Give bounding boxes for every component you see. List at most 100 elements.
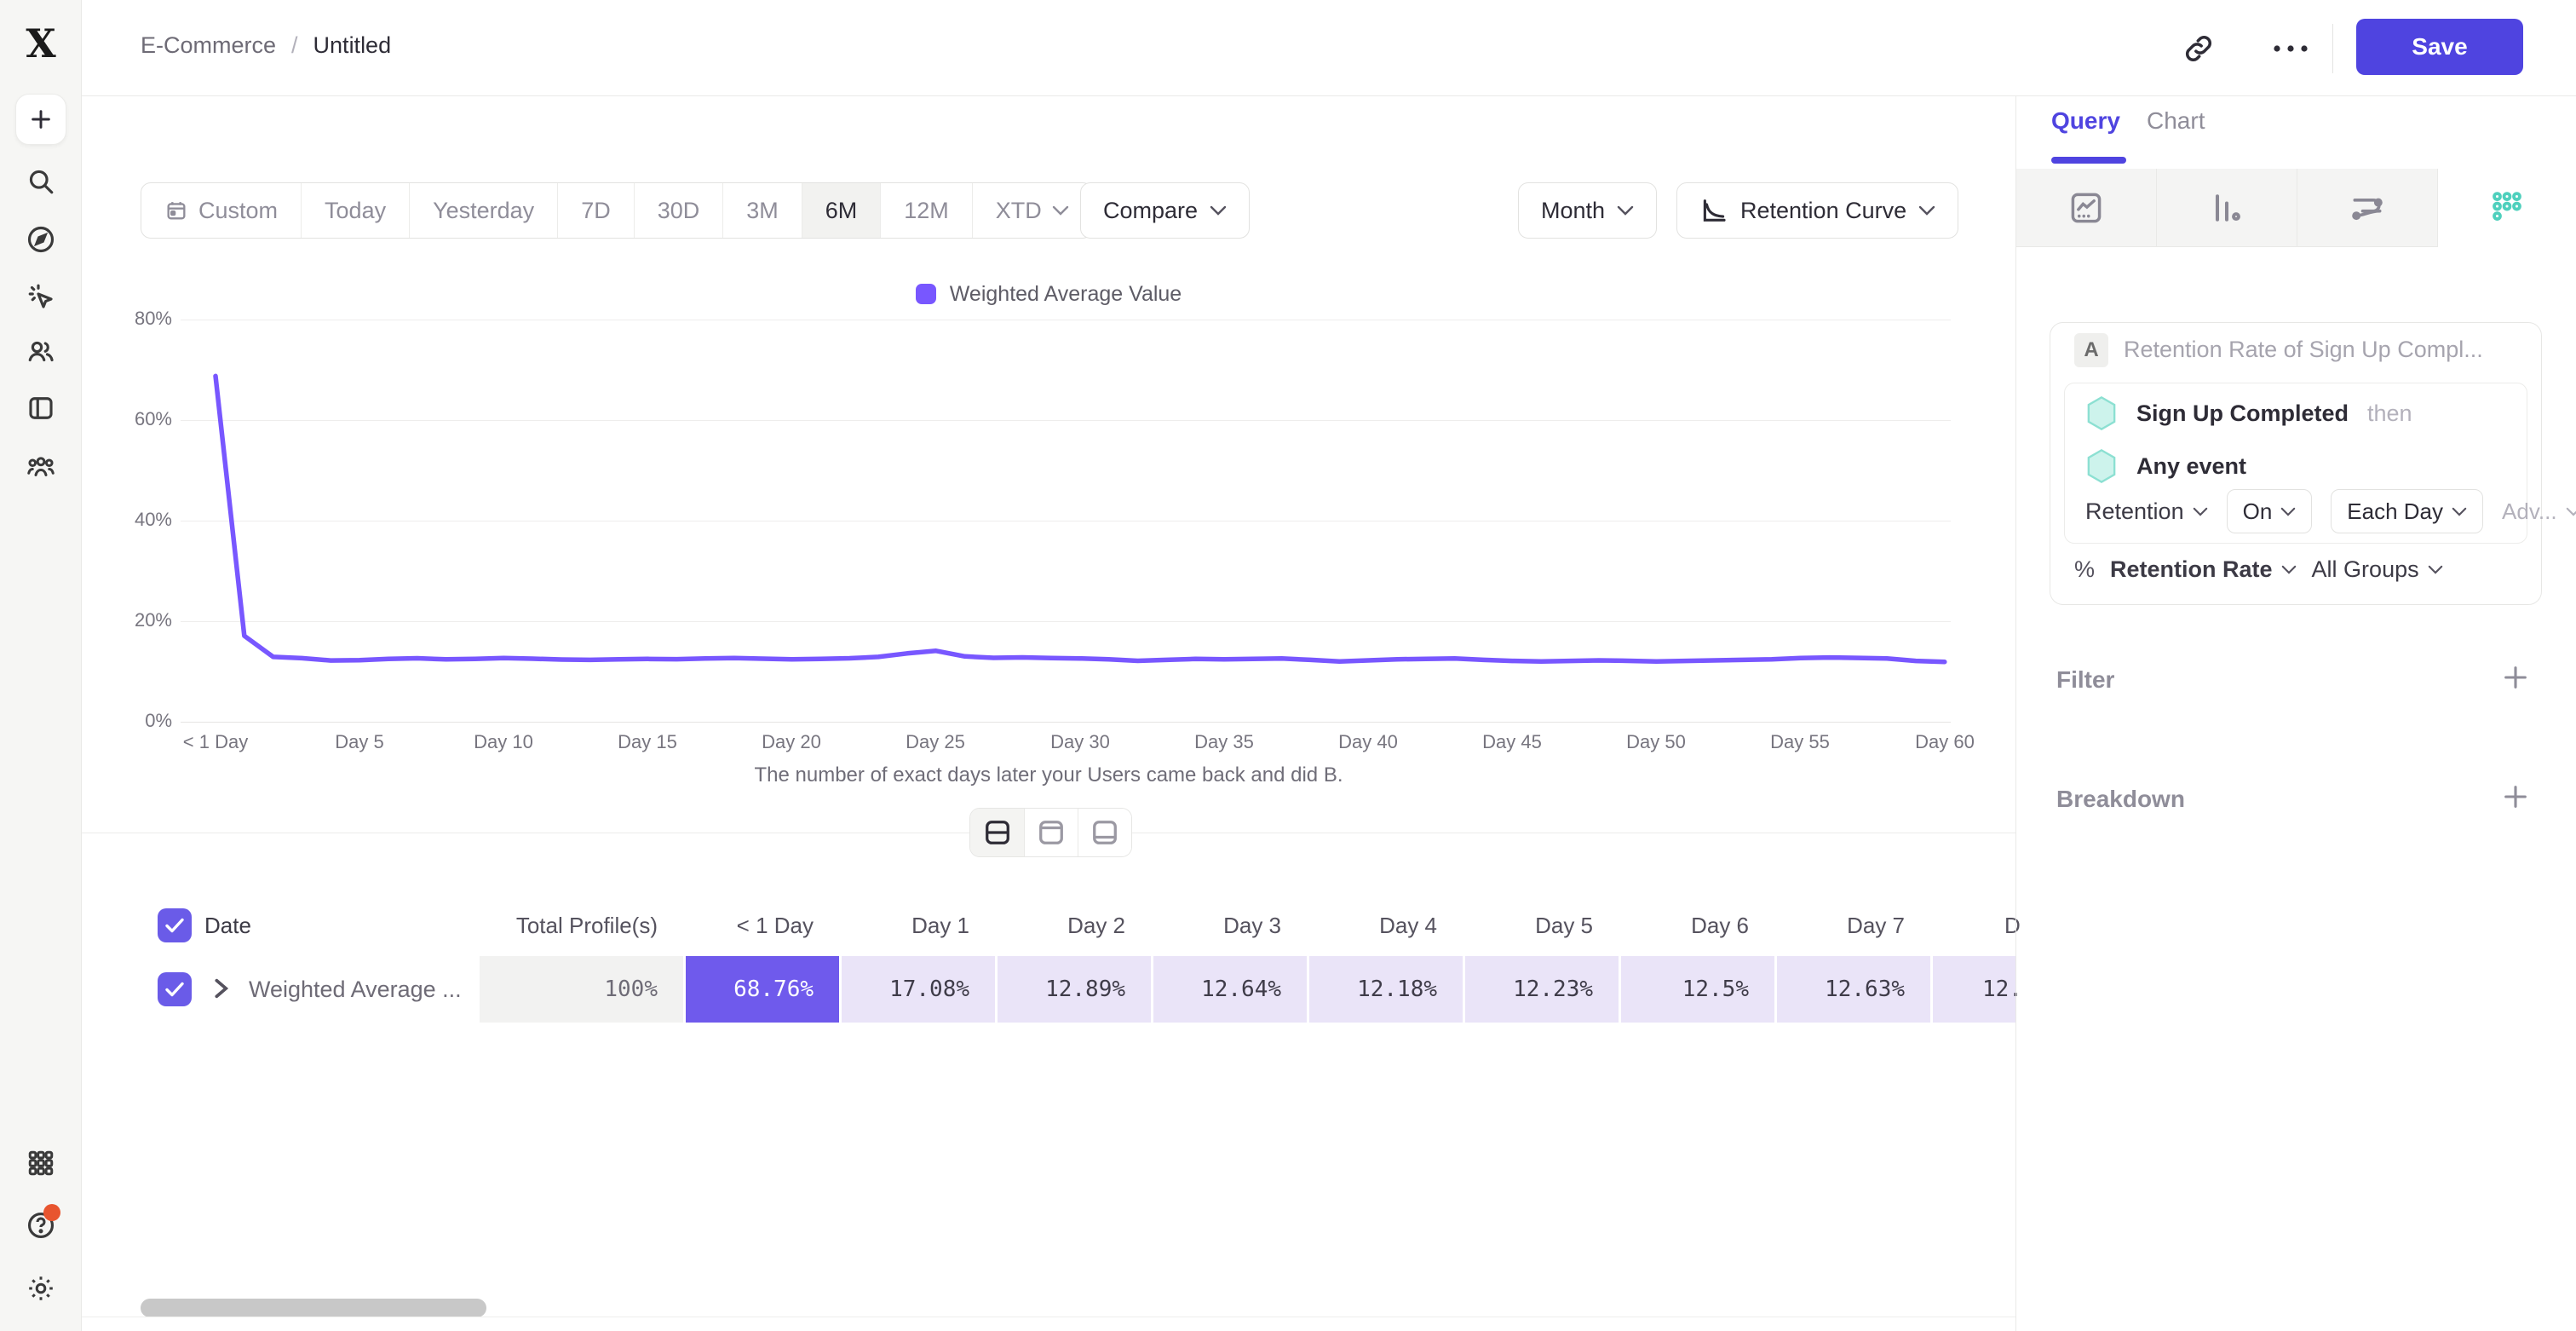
- more-options-icon[interactable]: [2271, 41, 2310, 56]
- cell-day3[interactable]: 12.64%: [1153, 956, 1307, 1023]
- second-event-row[interactable]: Any event: [2085, 448, 2246, 484]
- advanced-dropdown[interactable]: Adv...: [2502, 498, 2576, 525]
- cell-lt1day[interactable]: 68.76%: [686, 956, 839, 1023]
- retention-curve-icon: [1703, 199, 1726, 222]
- row-series-name[interactable]: Weighted Average ...: [249, 977, 462, 1002]
- range-custom-label: Custom: [198, 197, 279, 223]
- x-tick: Day 60: [1915, 731, 1975, 752]
- cell-day8-clipped[interactable]: 12.: [1933, 956, 2022, 1023]
- event-hexagon-icon: [2087, 395, 2116, 431]
- tab-chart[interactable]: Chart: [2147, 107, 2205, 134]
- group-icon[interactable]: [26, 451, 56, 481]
- groups-dropdown[interactable]: All Groups: [2312, 556, 2443, 583]
- app-logo[interactable]: X: [19, 22, 63, 66]
- plus-icon: [2504, 786, 2527, 808]
- copy-link-icon[interactable]: [2181, 31, 2217, 66]
- horizontal-scrollbar-thumb[interactable]: [141, 1299, 486, 1317]
- select-all-checkbox[interactable]: [158, 908, 192, 942]
- event-hexagon-icon: [2087, 448, 2116, 484]
- col-header-day2[interactable]: Day 2: [1067, 913, 1125, 938]
- range-xtd[interactable]: XTD: [971, 183, 1092, 238]
- bucket-dropdown[interactable]: Each Day: [2331, 489, 2484, 533]
- breadcrumb-project[interactable]: E-Commerce: [141, 32, 277, 58]
- cell-day5[interactable]: 12.23%: [1465, 956, 1619, 1023]
- save-button[interactable]: Save: [2356, 19, 2523, 75]
- chevron-down-icon: [2566, 507, 2576, 516]
- create-new-button[interactable]: [15, 94, 66, 145]
- compare-dropdown[interactable]: Compare: [1080, 182, 1251, 239]
- view-table-only-button[interactable]: [1078, 809, 1131, 856]
- help-icon[interactable]: [25, 1204, 60, 1242]
- range-yesterday[interactable]: Yesterday: [409, 183, 557, 238]
- apps-grid-icon[interactable]: [26, 1148, 56, 1178]
- col-header-day4[interactable]: Day 4: [1379, 913, 1437, 938]
- range-7d[interactable]: 7D: [557, 183, 634, 238]
- row-checkbox[interactable]: [158, 972, 192, 1006]
- cell-day2[interactable]: 12.89%: [998, 956, 1151, 1023]
- row-expand-chevron[interactable]: [211, 977, 230, 1000]
- date-range-control: Custom Today Yesterday 7D 30D 3M 6M 12M …: [141, 182, 1093, 239]
- col-header-date[interactable]: Date: [204, 913, 251, 938]
- retention-line-chart[interactable]: [181, 307, 1961, 733]
- cell-day4[interactable]: 12.18%: [1309, 956, 1463, 1023]
- granularity-dropdown[interactable]: Month: [1518, 182, 1658, 239]
- col-header-total[interactable]: Total Profile(s): [515, 913, 658, 938]
- users-icon[interactable]: [26, 336, 56, 366]
- cell-day6[interactable]: 12.5%: [1621, 956, 1774, 1023]
- col-header-day8-clipped[interactable]: D: [2004, 913, 2021, 938]
- measure-dropdown[interactable]: Retention Rate: [2110, 556, 2297, 583]
- tab-query[interactable]: Query: [2051, 107, 2120, 134]
- chevron-down-icon: [2452, 507, 2467, 516]
- col-header-day7[interactable]: Day 7: [1847, 913, 1905, 938]
- retention-type-dropdown[interactable]: Retention: [2085, 498, 2208, 525]
- x-tick: Day 55: [1770, 731, 1830, 752]
- x-tick: Day 45: [1482, 731, 1542, 752]
- col-header-day1[interactable]: Day 1: [911, 913, 969, 938]
- col-header-day5[interactable]: Day 5: [1535, 913, 1593, 938]
- settings-gear-icon[interactable]: [26, 1273, 56, 1304]
- cell-day1[interactable]: 17.08%: [842, 956, 995, 1023]
- event-selection-card: Sign Up Completed then Any event Retenti…: [2064, 383, 2576, 544]
- range-today[interactable]: Today: [301, 183, 409, 238]
- range-custom[interactable]: Custom: [141, 183, 301, 238]
- range-6m-active[interactable]: 6M: [801, 183, 881, 238]
- compass-icon[interactable]: [26, 224, 56, 255]
- col-header-lt1day[interactable]: < 1 Day: [736, 913, 814, 938]
- chart-legend: Weighted Average Value: [82, 279, 2015, 308]
- add-breakdown-button[interactable]: [2501, 782, 2530, 811]
- chevron-down-icon: [2428, 565, 2442, 574]
- split-view-icon: [985, 821, 1009, 844]
- chart-type-funnels[interactable]: [2157, 169, 2297, 247]
- insights-line-icon: [2071, 193, 2102, 222]
- chart-type-retention-active[interactable]: [2438, 169, 2576, 247]
- y-tick: 40%: [134, 509, 172, 530]
- first-event-row[interactable]: Sign Up Completed then: [2085, 395, 2412, 431]
- board-icon[interactable]: [26, 393, 56, 424]
- col-header-day6[interactable]: Day 6: [1691, 913, 1749, 938]
- range-3m[interactable]: 3M: [722, 183, 802, 238]
- panel-divider: [2015, 96, 2016, 1331]
- chart-type-flows[interactable]: [2297, 169, 2438, 247]
- search-icon[interactable]: [26, 166, 56, 197]
- cell-total[interactable]: 100%: [480, 956, 683, 1023]
- cursor-click-icon[interactable]: [26, 281, 56, 312]
- step-title[interactable]: Retention Rate of Sign Up Compl...: [2124, 337, 2483, 362]
- chevron-down-icon: [1210, 205, 1227, 216]
- chevron-down-icon: [1617, 205, 1634, 216]
- view-split-button[interactable]: [970, 809, 1024, 856]
- col-header-day3[interactable]: Day 3: [1223, 913, 1281, 938]
- active-tab-indicator: [2051, 157, 2126, 164]
- add-filter-button[interactable]: [2501, 663, 2530, 692]
- range-30d[interactable]: 30D: [633, 183, 723, 238]
- x-tick: < 1 Day: [182, 731, 249, 752]
- range-12m[interactable]: 12M: [880, 183, 972, 238]
- breadcrumb-report-title[interactable]: Untitled: [313, 32, 392, 58]
- x-tick: Day 25: [906, 731, 965, 752]
- view-chart-only-button[interactable]: [1024, 809, 1078, 856]
- chart-type-insights[interactable]: [2016, 169, 2157, 247]
- chart-view-dropdown[interactable]: Retention Curve: [1676, 182, 1959, 239]
- y-tick: 20%: [134, 609, 172, 631]
- on-dropdown[interactable]: On: [2226, 489, 2313, 533]
- top-panel-icon: [1039, 821, 1063, 844]
- cell-day7[interactable]: 12.63%: [1777, 956, 1930, 1023]
